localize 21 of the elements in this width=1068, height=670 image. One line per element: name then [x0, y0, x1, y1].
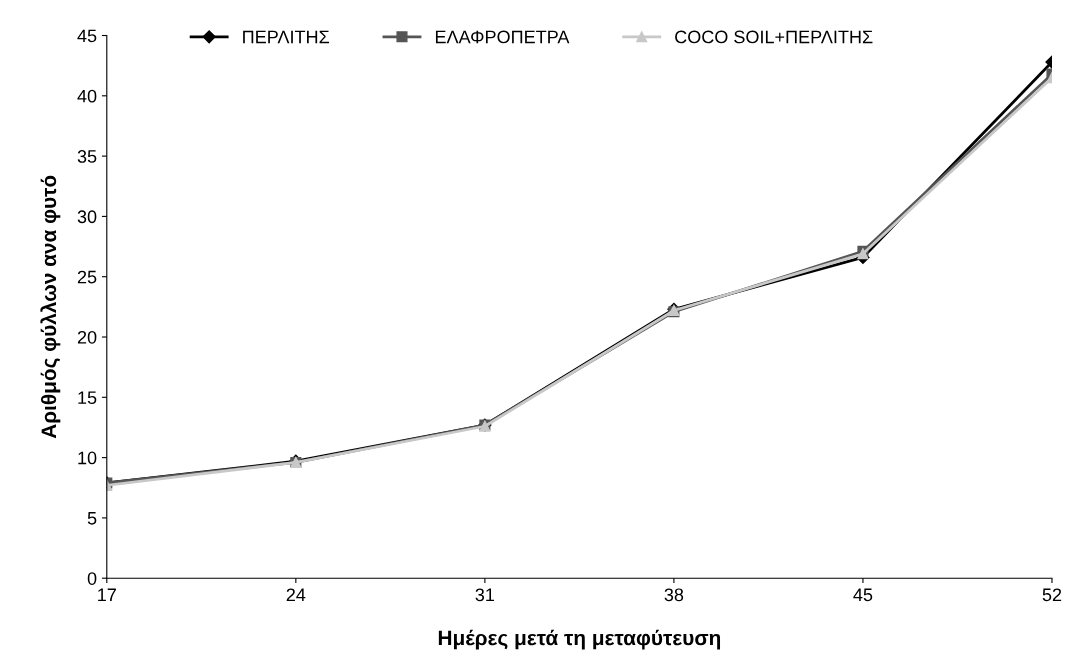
y-tick-label: 20 [77, 330, 97, 344]
legend-label: ΕΛΑΦΡΟΠΕΤΡΑ [435, 30, 570, 44]
y-tick-label: 30 [77, 210, 97, 224]
x-tick-label: 45 [853, 588, 873, 602]
y-tick-label: 40 [77, 89, 97, 103]
y-axis-title: Αριθμός φύλλων ανα φυτό [40, 175, 61, 439]
y-tick-label: 0 [87, 572, 97, 585]
x-tick-label: 24 [286, 588, 306, 602]
x-axis-title: Ημέρες μετά τη μεταφύτευση [438, 629, 721, 650]
legend-label: COCO SOIL+ΠΕΡΛΙΤΗΣ [675, 30, 873, 44]
y-tick-label: 15 [78, 391, 97, 405]
y-tick-label: 35 [77, 150, 97, 163]
y-tick-label: 45 [77, 29, 97, 43]
x-tick-label: 38 [664, 588, 684, 602]
legend-label: ΠΕΡΛΙΤΗΣ [243, 30, 330, 44]
y-tick-label: 25 [77, 270, 97, 284]
x-tick-label: 17 [98, 588, 116, 602]
y-tick-label: 10 [78, 451, 97, 465]
y-tick-label: 5 [87, 512, 97, 525]
x-tick-label: 52 [1042, 588, 1062, 602]
x-tick-label: 31 [475, 588, 495, 602]
